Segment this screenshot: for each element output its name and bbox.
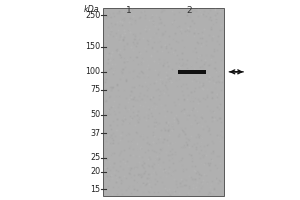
FancyBboxPatch shape [178, 70, 206, 74]
Text: 15: 15 [90, 185, 100, 194]
Text: 37: 37 [90, 129, 100, 138]
Text: 75: 75 [90, 85, 100, 94]
Text: 100: 100 [85, 67, 100, 76]
Text: 1: 1 [126, 6, 132, 15]
Text: kDa: kDa [84, 5, 99, 14]
Text: 2: 2 [186, 6, 192, 15]
Text: 25: 25 [90, 153, 100, 162]
Text: 50: 50 [90, 110, 100, 119]
Text: 250: 250 [85, 11, 100, 20]
FancyBboxPatch shape [103, 8, 224, 196]
Text: 20: 20 [90, 167, 100, 176]
Text: 150: 150 [85, 42, 100, 51]
